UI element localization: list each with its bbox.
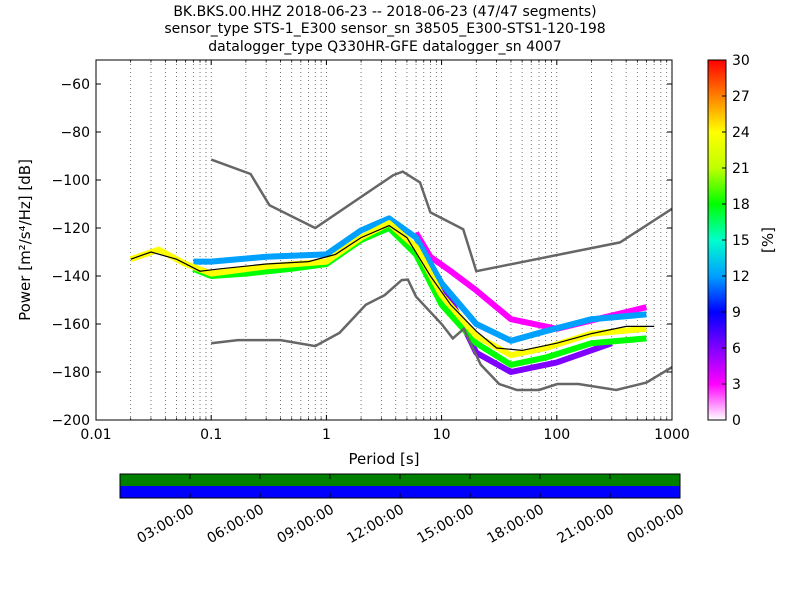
y-tick-label: −140 bbox=[52, 269, 90, 285]
colorbar-tick-label: 21 bbox=[732, 161, 750, 177]
title-line-3: datalogger_type Q330HR-GFE datalogger_sn… bbox=[208, 39, 562, 55]
noise-model-low bbox=[211, 278, 672, 392]
y-tick-label: −100 bbox=[52, 173, 90, 189]
x-tick-label: 1000 bbox=[654, 427, 690, 443]
plot-frame bbox=[95, 59, 673, 421]
title-line-2: sensor_type STS-1_E300 sensor_sn 38505_E… bbox=[164, 21, 606, 37]
x-tick-label: 1 bbox=[322, 427, 331, 443]
title-line-1: BK.BKS.00.HHZ 2018-06-23 -- 2018-06-23 (… bbox=[173, 4, 597, 20]
y-tick-label: −60 bbox=[60, 77, 90, 93]
y-tick-label: −80 bbox=[60, 125, 90, 141]
y-tick-label: −180 bbox=[52, 365, 90, 381]
colorbar-tick-label: 27 bbox=[732, 89, 750, 105]
colorbar-tick-label: 6 bbox=[732, 341, 741, 357]
colorbar-tick-label: 30 bbox=[732, 53, 750, 69]
x-tick-label: 0.01 bbox=[80, 427, 111, 443]
x-tick-label: 100 bbox=[543, 427, 570, 443]
y-tick-label: −120 bbox=[52, 221, 90, 237]
y-axis-label: Power [m²/s⁴/Hz] [dB] bbox=[16, 159, 34, 321]
noise-model-high bbox=[210, 158, 672, 273]
time-tick-label: 18:00:00 bbox=[485, 502, 547, 547]
time-tick-label: 00:00:00 bbox=[625, 502, 687, 547]
density-band bbox=[129, 220, 647, 359]
x-tick-label: 10 bbox=[433, 427, 451, 443]
x-tick-label: 0.1 bbox=[200, 427, 222, 443]
colorbar-tick-label: 12 bbox=[732, 269, 750, 285]
time-tick-label: 21:00:00 bbox=[555, 502, 617, 547]
y-tick-label: −200 bbox=[52, 413, 90, 429]
time-tick-label: 06:00:00 bbox=[205, 502, 267, 547]
density-band bbox=[192, 225, 647, 368]
time-tick-label: 09:00:00 bbox=[275, 502, 337, 547]
density-band bbox=[193, 215, 647, 344]
colorbar-tick-label: 0 bbox=[732, 413, 741, 429]
colorbar-tick-label: 9 bbox=[732, 305, 741, 321]
colorbar-tick-label: 3 bbox=[732, 377, 741, 393]
time-tick-label: 03:00:00 bbox=[135, 502, 197, 547]
y-tick-label: −160 bbox=[52, 317, 90, 333]
colorbar-label: [%] bbox=[759, 227, 777, 253]
colorbar-tick-label: 18 bbox=[732, 197, 750, 213]
time-tick-label: 12:00:00 bbox=[345, 502, 407, 547]
time-tick-label: 15:00:00 bbox=[415, 502, 477, 547]
mean-curve bbox=[130, 224, 655, 352]
x-axis-label: Period [s] bbox=[348, 450, 419, 468]
colorbar-tick-label: 24 bbox=[732, 125, 750, 141]
density-layer bbox=[129, 215, 648, 375]
colorbar-tick-label: 15 bbox=[732, 233, 750, 249]
